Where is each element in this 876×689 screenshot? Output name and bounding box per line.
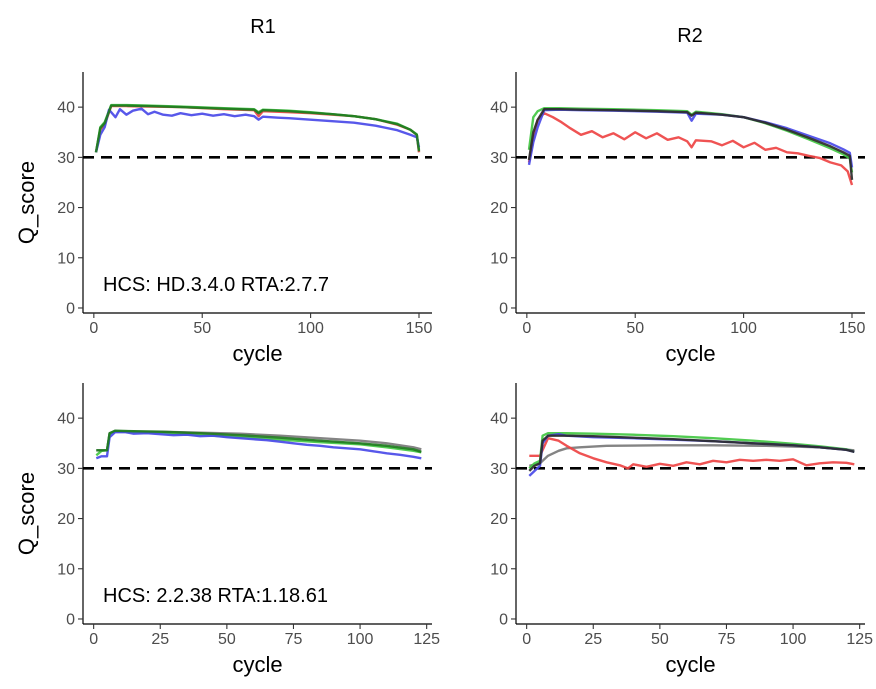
column-title-r1: R1 [250,16,276,38]
y-tick-label: 0 [66,300,75,317]
x-tick-label: 0 [89,631,98,648]
x-tick-label: 75 [718,631,736,648]
y-tick-label: 10 [490,250,508,267]
column-title-r2: R2 [677,25,703,47]
y-tick-label: 20 [57,200,75,217]
x-axis-title: cycle [665,341,715,366]
x-tick-label: 150 [406,320,433,337]
panel-bottom-right: 0 10 20 30 40 0 25 50 75 100 125 cycle [490,383,873,677]
x-tick-label: 75 [285,631,303,648]
y-tick-label: 40 [490,411,508,428]
panel-annotation: HCS: HD.3.4.0 RTA:2.7.7 [103,274,329,296]
y-tick-label: 30 [490,150,508,167]
y-tick-label: 10 [490,561,508,578]
x-tick-label: 100 [347,631,374,648]
y-tick-label: 30 [57,150,75,167]
x-tick-label: 50 [218,631,236,648]
series-line-gray [529,444,855,467]
y-tick-label: 30 [57,461,75,478]
x-axis-title: cycle [232,652,282,677]
y-axis-title: Q_score [14,161,39,244]
y-tick-label: 20 [57,511,75,528]
y-axis-title: Q_score [14,472,39,555]
x-tick-label: 0 [89,320,98,337]
y-tick-label: 10 [57,250,75,267]
x-tick-label: 0 [522,631,531,648]
y-tick-label: 40 [490,100,508,117]
y-tick-label: 20 [490,511,508,528]
y-tick-label: 0 [499,300,508,317]
y-tick-label: 10 [57,561,75,578]
series-line-A [527,111,854,186]
y-tick-label: 40 [57,100,75,117]
series-line-dark_green [94,104,421,153]
x-tick-label: 50 [193,320,211,337]
x-axis-title: cycle [232,341,282,366]
series-line-C [94,107,421,153]
x-tick-label: 100 [780,631,807,648]
series-line-C [95,431,422,460]
series-line-dark_green [96,429,422,453]
series-line-G [528,434,855,472]
y-tick-label: 0 [66,611,75,628]
y-tick-label: 0 [499,611,508,628]
x-tick-label: 125 [846,631,873,648]
x-tick-label: 50 [626,320,644,337]
x-tick-label: 150 [839,320,866,337]
x-tick-label: 100 [730,320,757,337]
series-line-G [527,107,854,181]
panel-top-left: 0 10 20 30 40 0 50 100 150 cycle Q_score HCS: HD.3.… [14,72,432,366]
x-axis-title: cycle [665,652,715,677]
panel-annotation: HCS: 2.2.38 RTA:1.18.61 [103,585,328,607]
x-tick-label: 0 [522,320,531,337]
panel-top-right: 0 10 20 30 40 0 50 100 150 cycle [490,72,865,366]
series-line-gray [96,430,422,452]
y-tick-label: 30 [490,461,508,478]
panel-bottom-left: 0 10 20 30 40 0 25 50 75 100 125 cycle Q_score HCS: 2… [14,383,440,677]
y-tick-label: 40 [57,411,75,428]
x-tick-label: 25 [151,631,169,648]
series-line-A [529,437,855,470]
x-tick-label: 100 [297,320,324,337]
y-tick-label: 20 [490,200,508,217]
x-tick-label: 125 [413,631,440,648]
x-tick-label: 50 [651,631,669,648]
x-tick-label: 25 [584,631,602,648]
